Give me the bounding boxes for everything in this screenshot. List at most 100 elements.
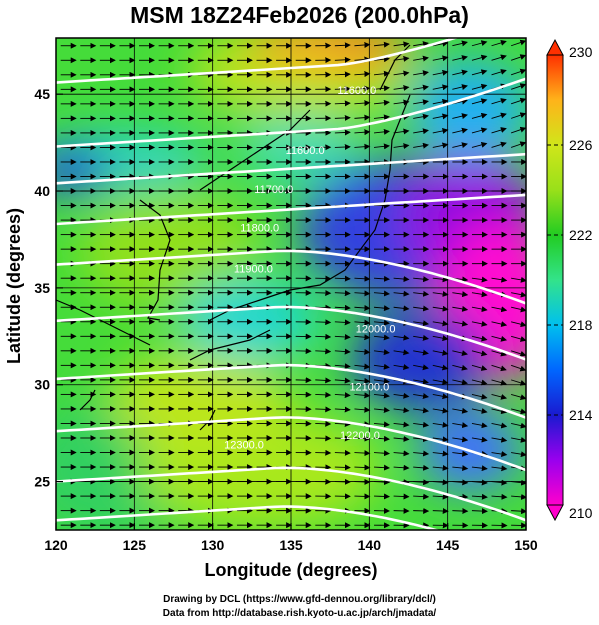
wind-arrow xyxy=(373,143,390,150)
wind-arrow xyxy=(354,377,371,384)
wind-arrow xyxy=(471,98,488,105)
wind-arrow xyxy=(452,379,468,386)
wind-arrow xyxy=(510,83,526,90)
wind-arrow xyxy=(393,334,410,341)
x-tick-label: 130 xyxy=(201,537,225,553)
wind-arrow xyxy=(432,479,449,486)
wind-arrow xyxy=(393,84,410,91)
wind-arrow xyxy=(413,378,429,385)
wind-arrow xyxy=(511,451,526,458)
wind-arrow xyxy=(432,142,449,149)
wind-arrow xyxy=(432,349,449,356)
wind-arrow xyxy=(491,393,508,400)
wind-arrow xyxy=(471,306,488,313)
wind-arrow xyxy=(413,450,430,457)
wind-arrow xyxy=(374,493,391,500)
wind-arrow xyxy=(432,407,449,414)
wind-arrow xyxy=(510,97,526,105)
wind-arrow xyxy=(334,319,351,326)
wind-arrow xyxy=(334,333,351,340)
wind-arrow xyxy=(354,71,371,78)
wind-arrow xyxy=(432,84,449,91)
wind-arrow xyxy=(334,363,351,370)
wind-arrow xyxy=(432,393,449,400)
wind-arrow xyxy=(393,464,410,471)
wind-arrow xyxy=(315,377,332,384)
wind-arrow xyxy=(393,349,410,356)
wind-arrow xyxy=(491,141,507,148)
colorbar-tick-label: 214 xyxy=(569,407,593,423)
wind-arrow xyxy=(393,276,410,283)
wind-arrow xyxy=(413,407,430,414)
wind-arrow xyxy=(510,141,526,148)
wind-arrow xyxy=(432,436,449,443)
wind-arrow xyxy=(491,276,508,283)
x-tick-label: 120 xyxy=(44,537,68,553)
wind-arrow xyxy=(471,393,488,400)
y-tick-label: 45 xyxy=(34,86,50,102)
wind-arrow xyxy=(334,71,351,78)
wind-arrow xyxy=(432,305,449,312)
wind-arrow xyxy=(354,290,371,297)
wind-arrow xyxy=(413,99,429,106)
wind-arrow xyxy=(354,114,371,121)
wind-arrow xyxy=(354,348,371,355)
height-contours xyxy=(56,38,526,530)
wind-arrow xyxy=(334,435,351,442)
contour-label: 12200.0 xyxy=(340,430,380,442)
wind-arrow xyxy=(354,41,371,48)
wind-arrow xyxy=(471,350,488,357)
wind-arrow xyxy=(432,40,449,47)
footer-line-2: Data from http://database.rish.kyoto-u.a… xyxy=(162,608,437,619)
contour-labels: 11600.0 11600.0 11700.0 11800.0 11900.0 12000… xyxy=(224,85,395,451)
wind-arrow xyxy=(393,55,410,62)
wind-arrow xyxy=(452,55,468,61)
wind-arrow xyxy=(373,290,390,297)
x-tick-label: 125 xyxy=(123,537,147,553)
wind-arrow xyxy=(334,449,351,456)
colorbar-gradient xyxy=(546,54,564,506)
wind-arrow xyxy=(471,127,488,134)
wind-arrow xyxy=(471,40,488,47)
wind-arrow xyxy=(393,143,410,150)
wind-arrow xyxy=(334,100,351,107)
wind-arrow xyxy=(510,126,526,134)
wind-arrow xyxy=(510,112,526,119)
wind-arrow xyxy=(511,422,526,429)
y-axis-ticks: 25 30 35 40 45 xyxy=(34,86,63,490)
wind-arrow xyxy=(511,436,526,443)
height-contour-line xyxy=(56,505,441,530)
colorbar-tick-label: 210 xyxy=(569,505,593,521)
wind-arrow xyxy=(413,421,430,428)
height-contour-line xyxy=(56,249,526,305)
wind-arrow xyxy=(315,420,332,427)
contour-label: 11600.0 xyxy=(286,145,325,157)
wind-arrow xyxy=(491,451,508,457)
wind-arrow xyxy=(413,305,430,312)
wind-arrow xyxy=(354,143,371,150)
wind-arrow xyxy=(334,85,351,92)
wind-arrow xyxy=(452,142,468,149)
temperature-field xyxy=(56,38,526,530)
colorbar-tick-label: 230 xyxy=(569,44,593,60)
colorbar-max-triangle xyxy=(546,38,564,56)
wind-arrow xyxy=(354,392,371,399)
wind-arrow xyxy=(491,493,508,500)
wind-arrow xyxy=(315,391,332,398)
wind-arrow xyxy=(354,334,371,341)
wind-arrow xyxy=(432,507,449,514)
wind-arrow xyxy=(413,479,430,486)
wind-arrow xyxy=(491,479,508,486)
contour-label: 11900.0 xyxy=(234,263,273,275)
wind-arrow xyxy=(354,478,371,485)
wind-arrow xyxy=(452,305,469,312)
wind-arrow xyxy=(432,450,449,457)
wind-arrow xyxy=(491,39,507,47)
y-axis-label: Latitude (degrees) xyxy=(4,208,24,364)
wind-arrow xyxy=(511,276,526,283)
wind-arrow xyxy=(432,464,449,471)
wind-arrow xyxy=(373,128,390,135)
height-contour-line xyxy=(56,38,460,84)
wind-arrow xyxy=(354,435,371,442)
